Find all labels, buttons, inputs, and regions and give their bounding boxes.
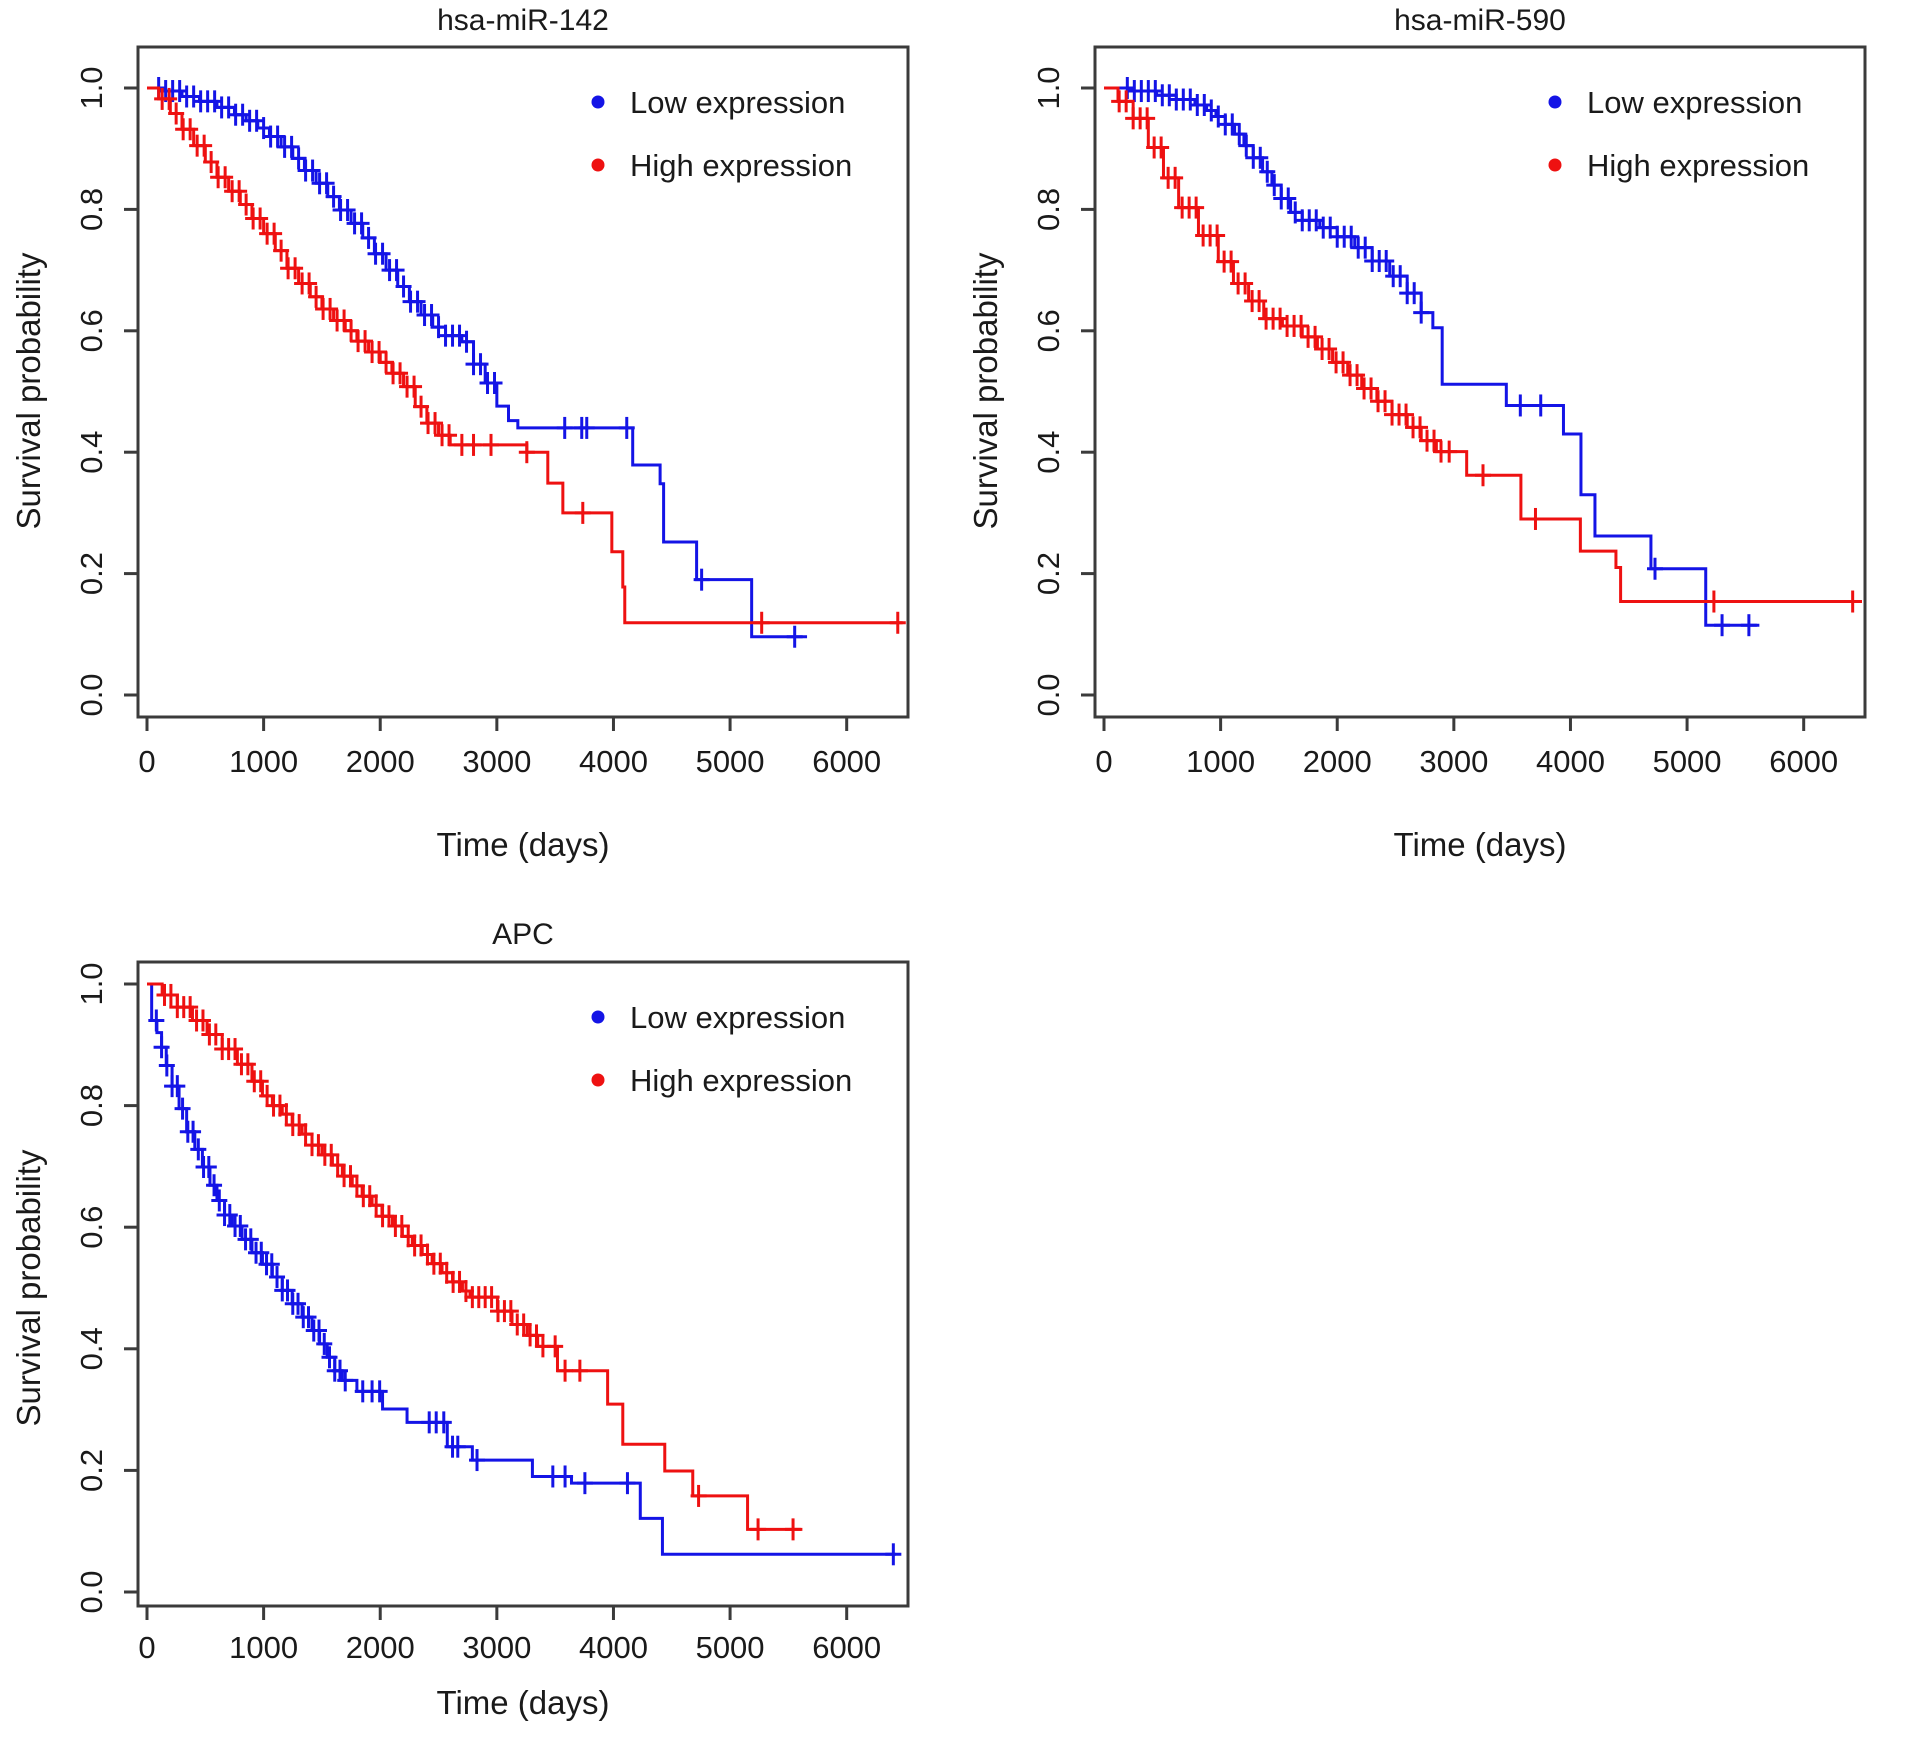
censor-marks [150, 77, 803, 648]
km-curve-low-expression [1104, 77, 1760, 637]
legend-label-high-expression: High expression [1587, 148, 1809, 183]
legend-label-low-expression: Low expression [630, 1000, 845, 1035]
legend: Low expression High expression [591, 1000, 852, 1098]
x-tick-label: 2000 [1303, 744, 1372, 779]
legend-dot-low-expression [591, 1010, 605, 1024]
y-tick-label: 0.0 [74, 1570, 109, 1613]
x-tick-label: 4000 [1536, 744, 1605, 779]
x-tick-label: 0 [138, 1630, 155, 1665]
y-tick-label: 1.0 [74, 962, 109, 1005]
plot-area: 0 1000 2000 3000 4000 5000 6000 1.0 0.8 0.6 0.4 0.2… [74, 45, 910, 779]
y-tick-label: 0.0 [74, 673, 109, 716]
y-tick-label: 0.2 [1031, 552, 1066, 595]
tick-labels: 0 1000 2000 3000 4000 5000 6000 1.0 0.8 0.6 0.4 0.2… [74, 962, 881, 1665]
km-curve-low-expression [147, 77, 808, 648]
y-tick-label: 0.6 [74, 1206, 109, 1249]
km-chart-hsa-mir-142: 0 1000 2000 3000 4000 5000 6000 1.0 0.8 0.6 0.4 0.2… [10, 4, 910, 863]
legend: Low expression High expression [591, 85, 852, 183]
legend-label-high-expression: High expression [630, 1063, 852, 1098]
legend-dot-low-expression [1548, 95, 1562, 109]
y-tick-label: 0.6 [74, 309, 109, 352]
y-tick-label: 0.4 [74, 1327, 109, 1370]
panel-hsa-mir-142: 0 1000 2000 3000 4000 5000 6000 1.0 0.8 0.6 0.4 0.2… [0, 0, 956, 910]
y-tick-label: 1.0 [1031, 66, 1066, 109]
x-tick-label: 5000 [1653, 744, 1722, 779]
x-tick-label: 6000 [812, 1630, 881, 1665]
x-tick-label: 1000 [229, 744, 298, 779]
y-axis-label: Survival probability [10, 252, 47, 529]
legend-label-high-expression: High expression [630, 148, 852, 183]
x-tick-label: 2000 [346, 1630, 415, 1665]
x-tick-label: 4000 [579, 1630, 648, 1665]
y-tick-label: 0.4 [74, 431, 109, 474]
chart-title: hsa-miR-142 [437, 4, 609, 37]
axes [124, 45, 910, 731]
x-tick-label: 3000 [462, 1630, 531, 1665]
y-tick-label: 0.8 [74, 188, 109, 231]
y-tick-label: 0.2 [74, 552, 109, 595]
chart-title: hsa-miR-590 [1394, 4, 1566, 37]
y-axis-label: Survival probability [967, 252, 1004, 529]
y-axis-label: Survival probability [10, 1149, 47, 1426]
km-curve-high-expression [147, 982, 803, 1541]
x-tick-label: 1000 [1186, 744, 1255, 779]
x-tick-label: 6000 [1769, 744, 1838, 779]
axes [124, 960, 910, 1620]
x-tick-label: 3000 [1419, 744, 1488, 779]
y-tick-label: 0.6 [1031, 309, 1066, 352]
x-tick-label: 3000 [462, 744, 531, 779]
panel-hsa-mir-590: 0 1000 2000 3000 4000 5000 6000 1.0 0.8 0.6 0.4 0.2… [957, 0, 1913, 910]
legend: Low expression High expression [1548, 85, 1809, 183]
x-tick-label: 4000 [579, 744, 648, 779]
x-tick-label: 5000 [696, 1630, 765, 1665]
x-tick-label: 1000 [229, 1630, 298, 1665]
legend-label-low-expression: Low expression [1587, 85, 1802, 120]
km-curve-low-expression [147, 982, 902, 1566]
tick-labels: 0 1000 2000 3000 4000 5000 6000 1.0 0.8 0.6 0.4 0.2… [74, 66, 881, 779]
x-axis-label: Time (days) [437, 1684, 610, 1721]
legend-label-low-expression: Low expression [630, 85, 845, 120]
censor-marks [1111, 90, 1861, 613]
km-chart-hsa-mir-590: 0 1000 2000 3000 4000 5000 6000 1.0 0.8 0.6 0.4 0.2… [967, 4, 1867, 863]
censor-marks [154, 87, 906, 634]
km-curve-high-expression [1104, 86, 1862, 613]
x-tick-label: 0 [138, 744, 155, 779]
plot-area: 0 1000 2000 3000 4000 5000 6000 1.0 0.8 0.6 0.4 0.2… [1031, 45, 1867, 779]
legend-dot-high-expression [591, 158, 605, 172]
censor-marks [1119, 77, 1757, 637]
y-tick-label: 1.0 [74, 66, 109, 109]
legend-dot-high-expression [591, 1073, 605, 1087]
km-chart-apc: 0 1000 2000 3000 4000 5000 6000 1.0 0.8 0.6 0.4 0.2… [10, 918, 910, 1721]
y-tick-label: 0.8 [74, 1084, 109, 1127]
panel-apc: 0 1000 2000 3000 4000 5000 6000 1.0 0.8 0.6 0.4 0.2… [0, 910, 956, 1742]
x-axis-label: Time (days) [437, 826, 610, 863]
legend-dot-high-expression [1548, 158, 1562, 172]
axes [1081, 45, 1867, 731]
x-tick-label: 2000 [346, 744, 415, 779]
x-axis-label: Time (days) [1394, 826, 1567, 863]
y-tick-label: 0.2 [74, 1449, 109, 1492]
tick-labels: 0 1000 2000 3000 4000 5000 6000 1.0 0.8 0.6 0.4 0.2… [1031, 66, 1838, 779]
censor-marks [148, 1009, 902, 1566]
y-tick-label: 0.4 [1031, 431, 1066, 474]
x-tick-label: 5000 [696, 744, 765, 779]
censor-marks [156, 983, 802, 1541]
x-tick-label: 6000 [812, 744, 881, 779]
x-tick-label: 0 [1095, 744, 1112, 779]
y-tick-label: 0.8 [1031, 188, 1066, 231]
legend-dot-low-expression [591, 95, 605, 109]
km-curve-high-expression [147, 86, 906, 634]
y-tick-label: 0.0 [1031, 673, 1066, 716]
chart-title: APC [492, 918, 554, 951]
plot-area: 0 1000 2000 3000 4000 5000 6000 1.0 0.8 0.6 0.4 0.2… [74, 960, 910, 1665]
